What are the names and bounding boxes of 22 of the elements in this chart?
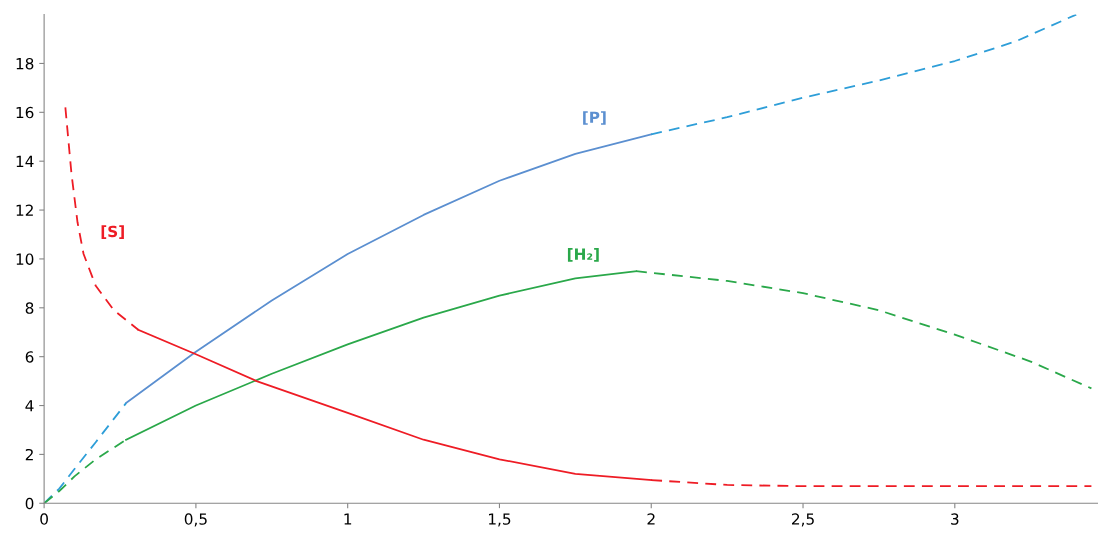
y-tick-label: 18 — [16, 57, 34, 70]
y-tick-label: 2 — [25, 448, 33, 461]
x-tick-label: 2 — [647, 513, 655, 525]
series-label: [H₂] — [567, 248, 599, 262]
y-tick-label: 10 — [16, 253, 34, 265]
x-tick-label: 0,5 — [184, 513, 207, 527]
y-tick-label: 16 — [16, 106, 34, 119]
y-tick-label: 12 — [16, 204, 33, 216]
x-tick-label: 1 — [344, 513, 352, 525]
series-label: [P] — [583, 111, 606, 125]
y-tick-label: 6 — [25, 351, 34, 363]
x-tick-label: 2,5 — [792, 513, 814, 527]
series-label: [S] — [101, 225, 124, 239]
y-tick-label: 8 — [25, 302, 34, 314]
y-tick-label: 14 — [16, 155, 34, 167]
x-tick-label: 1,5 — [489, 513, 511, 527]
x-tick-label: 3 — [951, 513, 959, 525]
y-tick-label: 4 — [25, 400, 34, 412]
line-series — [650, 14, 1078, 136]
line-series — [125, 133, 653, 405]
x-tick-label: 0 — [40, 513, 48, 525]
y-tick-label: 0 — [25, 497, 34, 510]
